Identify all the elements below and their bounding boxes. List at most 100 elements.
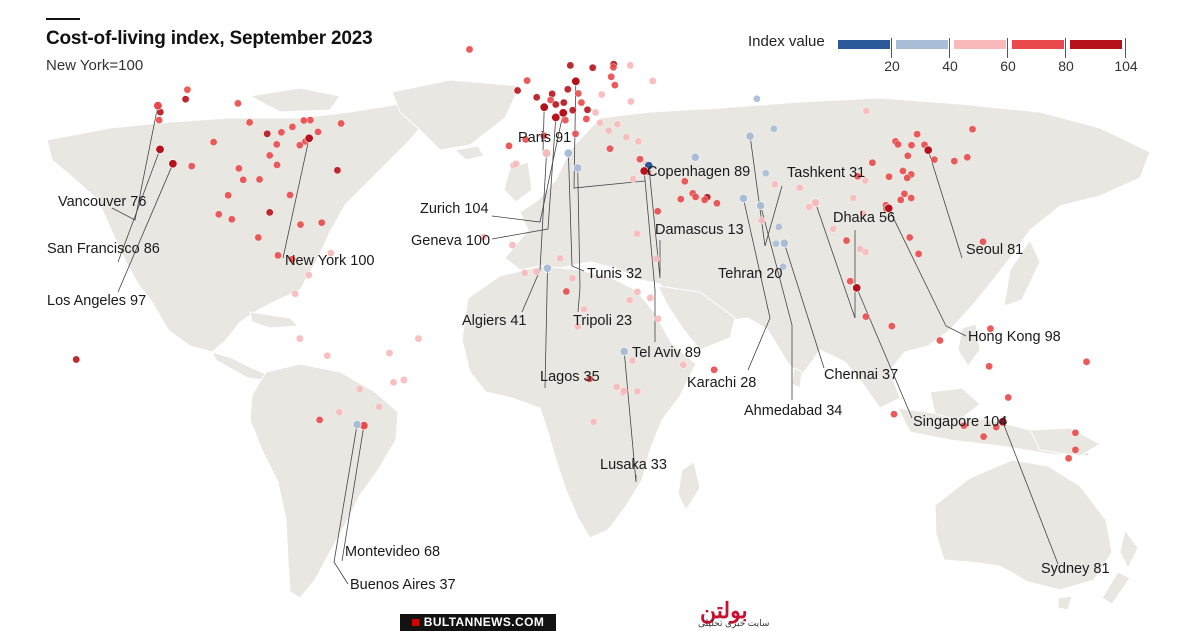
city-dot <box>568 274 577 283</box>
city-dot-labeled <box>779 238 789 248</box>
city-dot <box>779 262 787 271</box>
legend-tick <box>949 38 950 58</box>
leader-line <box>783 243 825 369</box>
city-dot <box>520 269 529 277</box>
city-dot <box>606 144 614 153</box>
city-label: New York 100 <box>285 253 374 269</box>
city-dot-labeled <box>998 417 1008 427</box>
city-label: San Francisco 86 <box>47 241 160 257</box>
city-dot <box>653 207 662 216</box>
leader-line <box>856 287 913 419</box>
city-dot <box>573 322 582 331</box>
city-dot-labeled <box>168 159 178 169</box>
city-dot <box>710 365 718 374</box>
city-dot <box>842 236 851 245</box>
city-dot <box>652 254 661 263</box>
city-dot <box>580 305 588 314</box>
city-dot <box>900 189 909 198</box>
city-dot <box>564 85 572 94</box>
city-dot <box>629 175 637 183</box>
city-dot <box>634 137 643 146</box>
city-dot <box>224 191 232 200</box>
city-dot <box>861 176 870 185</box>
leader-line <box>117 163 174 293</box>
chart-title: Cost-of-living index, September 2023 <box>46 28 373 49</box>
city-dot <box>72 355 80 364</box>
land-greenland <box>391 79 521 151</box>
city-dot <box>679 360 688 369</box>
city-dot <box>633 229 641 238</box>
city-dot <box>805 203 814 211</box>
city-dot <box>771 180 779 189</box>
city-dot <box>333 166 342 175</box>
city-dot <box>894 140 902 149</box>
city-dot <box>985 362 993 371</box>
city-dot <box>968 125 977 133</box>
city-dot <box>187 162 196 170</box>
legend-swatch <box>838 40 890 49</box>
leader-line <box>888 208 967 337</box>
chart-subtitle: New York=100 <box>46 57 144 74</box>
leader-line <box>111 105 159 221</box>
leader-line <box>643 170 656 342</box>
city-dot <box>389 378 398 387</box>
city-dot <box>691 193 700 201</box>
city-dot <box>770 125 778 133</box>
city-label: Singapore 104 <box>913 414 1007 430</box>
city-dot <box>1064 454 1073 463</box>
city-dot <box>986 324 995 333</box>
legend-tick <box>891 38 892 58</box>
land-australia <box>934 459 1113 591</box>
city-dot <box>960 421 968 430</box>
city-dot <box>513 86 522 95</box>
city-dot <box>155 116 163 124</box>
leader-line <box>927 149 963 259</box>
city-dot <box>762 169 770 178</box>
leader-line <box>623 351 637 483</box>
city-label: Zurich 104 <box>420 201 489 217</box>
legend-tick-label: 20 <box>884 58 900 74</box>
city-dot <box>560 98 568 107</box>
city-dot <box>885 172 893 181</box>
city-dot <box>414 334 423 343</box>
city-dot <box>654 314 662 323</box>
city-dot <box>274 251 282 260</box>
city-dot <box>214 210 223 219</box>
city-dot-labeled <box>558 108 568 118</box>
legend-tick <box>1125 38 1126 58</box>
city-dot <box>849 194 858 202</box>
leader-line <box>491 112 564 223</box>
city-dot-labeled <box>738 193 748 203</box>
city-dot <box>609 63 618 72</box>
city-dot <box>611 81 619 89</box>
city-dot <box>757 216 766 225</box>
city-dot <box>288 255 296 264</box>
city-dot <box>295 334 304 343</box>
city-dot <box>627 97 635 106</box>
city-dot <box>963 153 972 162</box>
city-dot-labeled <box>690 152 700 162</box>
city-label: Tehran 20 <box>718 266 783 282</box>
legend-swatch <box>896 40 948 49</box>
city-dot <box>273 161 281 169</box>
city-dot-labeled <box>563 148 573 158</box>
city-dot <box>562 287 571 296</box>
city-dot <box>589 417 598 426</box>
leader-line <box>117 149 161 263</box>
city-label: Tel Aviv 89 <box>632 345 701 361</box>
city-dot <box>335 408 344 417</box>
city-dot <box>625 296 634 305</box>
city-dot <box>295 141 304 149</box>
city-dot <box>649 77 657 85</box>
city-dot <box>315 416 324 424</box>
city-dot <box>620 386 628 395</box>
city-dot <box>561 116 570 124</box>
city-dot <box>795 183 804 192</box>
city-label: Montevideo 68 <box>345 544 440 560</box>
city-label: Sydney 81 <box>1041 561 1110 577</box>
city-label: Ahmedabad 34 <box>744 403 842 419</box>
leader-line <box>573 81 646 189</box>
city-dot <box>505 142 513 150</box>
city-dot <box>227 215 236 224</box>
leader-line <box>749 136 783 247</box>
